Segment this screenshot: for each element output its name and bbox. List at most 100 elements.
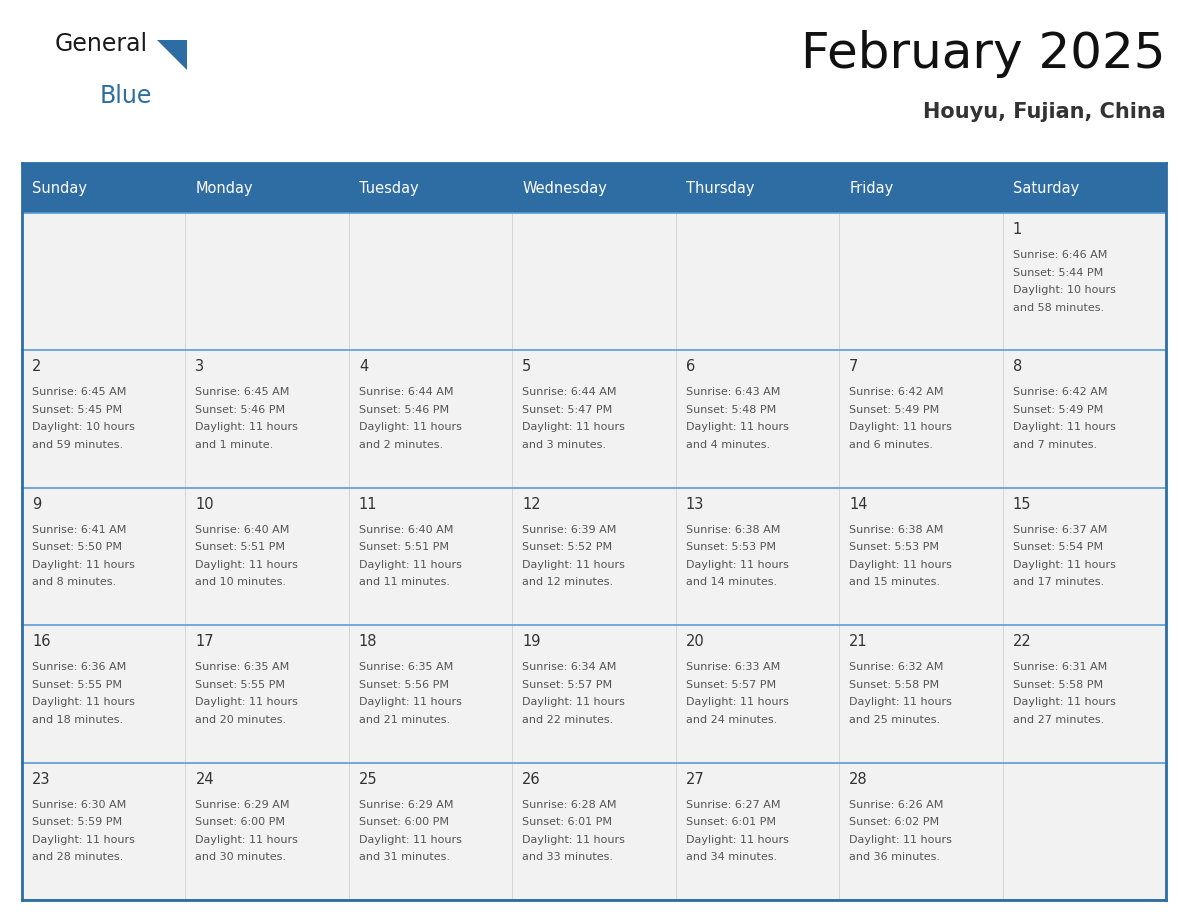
Text: Daylight: 11 hours: Daylight: 11 hours (32, 560, 135, 570)
Text: Sunset: 5:57 PM: Sunset: 5:57 PM (685, 679, 776, 689)
Text: and 58 minutes.: and 58 minutes. (1012, 303, 1104, 312)
Text: Sunrise: 6:27 AM: Sunrise: 6:27 AM (685, 800, 781, 810)
Text: 8: 8 (1012, 360, 1022, 375)
Bar (349, 213, 512, 351)
Text: and 33 minutes.: and 33 minutes. (523, 852, 613, 862)
Text: Daylight: 11 hours: Daylight: 11 hours (32, 697, 135, 707)
Bar (185, 213, 349, 351)
Text: Sunrise: 6:45 AM: Sunrise: 6:45 AM (196, 387, 290, 397)
Text: Sunrise: 6:38 AM: Sunrise: 6:38 AM (685, 525, 781, 535)
Text: and 36 minutes.: and 36 minutes. (849, 852, 940, 862)
Text: 17: 17 (196, 634, 214, 649)
Text: Daylight: 11 hours: Daylight: 11 hours (685, 560, 789, 570)
Bar (676, 351, 839, 487)
Text: February 2025: February 2025 (802, 30, 1165, 78)
Text: Daylight: 11 hours: Daylight: 11 hours (359, 560, 462, 570)
Text: Sunset: 5:59 PM: Sunset: 5:59 PM (32, 817, 122, 827)
Text: Sunset: 6:01 PM: Sunset: 6:01 PM (523, 817, 612, 827)
Text: 3: 3 (196, 360, 204, 375)
Text: and 7 minutes.: and 7 minutes. (1012, 440, 1097, 450)
Text: and 12 minutes.: and 12 minutes. (523, 577, 613, 588)
Bar (1003, 763, 1165, 900)
Text: Daylight: 10 hours: Daylight: 10 hours (32, 422, 135, 432)
Text: Sunset: 5:55 PM: Sunset: 5:55 PM (32, 679, 122, 689)
Polygon shape (157, 40, 187, 70)
Text: 15: 15 (1012, 497, 1031, 512)
Bar (676, 213, 839, 351)
Text: Daylight: 11 hours: Daylight: 11 hours (1012, 422, 1116, 432)
Text: 10: 10 (196, 497, 214, 512)
Text: 23: 23 (32, 772, 51, 787)
Text: Sunrise: 6:28 AM: Sunrise: 6:28 AM (523, 800, 617, 810)
Text: Daylight: 11 hours: Daylight: 11 hours (196, 560, 298, 570)
Text: Sunset: 5:49 PM: Sunset: 5:49 PM (849, 405, 940, 415)
Text: Thursday: Thursday (685, 181, 754, 196)
Text: Sunday: Sunday (32, 181, 87, 196)
Bar (512, 351, 676, 487)
Text: and 14 minutes.: and 14 minutes. (685, 577, 777, 588)
Text: Daylight: 11 hours: Daylight: 11 hours (196, 697, 298, 707)
Text: Sunrise: 6:42 AM: Sunrise: 6:42 AM (1012, 387, 1107, 397)
Text: Daylight: 11 hours: Daylight: 11 hours (523, 834, 625, 845)
Text: 11: 11 (359, 497, 378, 512)
Text: 28: 28 (849, 772, 867, 787)
Text: 20: 20 (685, 634, 704, 649)
Text: Sunset: 5:49 PM: Sunset: 5:49 PM (1012, 405, 1102, 415)
Text: Sunrise: 6:26 AM: Sunrise: 6:26 AM (849, 800, 943, 810)
Text: and 21 minutes.: and 21 minutes. (359, 715, 450, 724)
Text: 19: 19 (523, 634, 541, 649)
Text: and 24 minutes.: and 24 minutes. (685, 715, 777, 724)
Text: Sunrise: 6:40 AM: Sunrise: 6:40 AM (196, 525, 290, 535)
Bar (512, 625, 676, 763)
Text: 21: 21 (849, 634, 867, 649)
Text: Daylight: 11 hours: Daylight: 11 hours (685, 697, 789, 707)
Text: Friday: Friday (849, 181, 893, 196)
Text: and 27 minutes.: and 27 minutes. (1012, 715, 1104, 724)
Bar (1003, 213, 1165, 351)
Text: 16: 16 (32, 634, 51, 649)
Text: Sunrise: 6:43 AM: Sunrise: 6:43 AM (685, 387, 781, 397)
Text: Sunrise: 6:35 AM: Sunrise: 6:35 AM (196, 662, 290, 672)
Text: Sunset: 5:55 PM: Sunset: 5:55 PM (196, 679, 285, 689)
Text: Sunset: 5:58 PM: Sunset: 5:58 PM (1012, 679, 1102, 689)
Text: Daylight: 11 hours: Daylight: 11 hours (523, 560, 625, 570)
Text: Sunrise: 6:29 AM: Sunrise: 6:29 AM (196, 800, 290, 810)
Bar (349, 763, 512, 900)
Text: and 30 minutes.: and 30 minutes. (196, 852, 286, 862)
Text: Sunset: 6:00 PM: Sunset: 6:00 PM (359, 817, 449, 827)
Text: Sunrise: 6:33 AM: Sunrise: 6:33 AM (685, 662, 781, 672)
Bar (676, 487, 839, 625)
Text: Sunset: 5:44 PM: Sunset: 5:44 PM (1012, 267, 1102, 277)
Text: Sunset: 5:48 PM: Sunset: 5:48 PM (685, 405, 776, 415)
Bar (185, 625, 349, 763)
Text: Daylight: 11 hours: Daylight: 11 hours (523, 422, 625, 432)
Text: 12: 12 (523, 497, 541, 512)
Text: Sunrise: 6:45 AM: Sunrise: 6:45 AM (32, 387, 126, 397)
Text: Sunset: 5:51 PM: Sunset: 5:51 PM (196, 543, 285, 553)
Text: Sunset: 5:46 PM: Sunset: 5:46 PM (359, 405, 449, 415)
Bar (23, 213, 185, 351)
Text: 4: 4 (359, 360, 368, 375)
Text: Sunrise: 6:30 AM: Sunrise: 6:30 AM (32, 800, 126, 810)
Text: Daylight: 11 hours: Daylight: 11 hours (1012, 560, 1116, 570)
Text: and 11 minutes.: and 11 minutes. (359, 577, 450, 588)
Text: 7: 7 (849, 360, 859, 375)
Text: Sunrise: 6:44 AM: Sunrise: 6:44 AM (523, 387, 617, 397)
Text: Sunset: 5:50 PM: Sunset: 5:50 PM (32, 543, 122, 553)
Text: 2: 2 (32, 360, 42, 375)
Text: 13: 13 (685, 497, 704, 512)
Bar (839, 487, 1003, 625)
Bar (1003, 163, 1165, 213)
Bar (23, 487, 185, 625)
Text: Sunrise: 6:36 AM: Sunrise: 6:36 AM (32, 662, 126, 672)
Bar (839, 213, 1003, 351)
Text: Sunrise: 6:29 AM: Sunrise: 6:29 AM (359, 800, 454, 810)
Text: and 6 minutes.: and 6 minutes. (849, 440, 933, 450)
Text: Blue: Blue (100, 84, 152, 108)
Text: Sunrise: 6:44 AM: Sunrise: 6:44 AM (359, 387, 454, 397)
Text: Saturday: Saturday (1012, 181, 1079, 196)
Text: and 15 minutes.: and 15 minutes. (849, 577, 940, 588)
Text: and 20 minutes.: and 20 minutes. (196, 715, 286, 724)
Text: Sunrise: 6:41 AM: Sunrise: 6:41 AM (32, 525, 126, 535)
Text: 18: 18 (359, 634, 378, 649)
